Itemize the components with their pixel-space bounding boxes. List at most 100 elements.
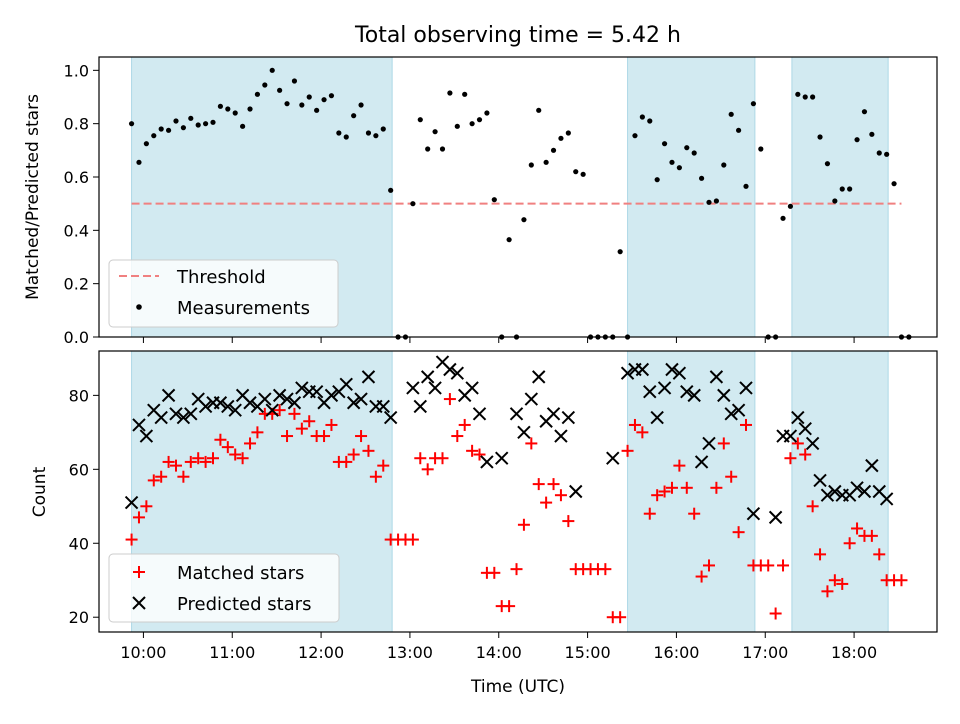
predicted-star-point (124, 495, 139, 510)
measurement-point (484, 110, 490, 116)
predicted-star-point (161, 388, 176, 403)
measurement-point (203, 121, 209, 127)
measurement-point (277, 87, 283, 93)
predicted-star-point (798, 421, 812, 436)
measurement-point (365, 130, 372, 136)
matched-star-point (303, 415, 316, 428)
measurement-point (536, 107, 542, 113)
measurement-point (180, 125, 186, 131)
top-y-tick-label: 1.0 (64, 61, 89, 80)
matched-star-point (769, 607, 782, 620)
predicted-star-point (184, 407, 198, 421)
measurement-point (351, 113, 357, 119)
predicted-star-point (709, 370, 724, 384)
measurement-point (528, 162, 534, 168)
measurement-point (713, 198, 719, 204)
measurement-point (217, 103, 224, 109)
predicted-star-point (561, 410, 576, 425)
matched-star-point (355, 430, 368, 443)
predicted-star-point (828, 484, 842, 499)
bottom-x-tick-label: 17:00 (742, 643, 788, 662)
matched-star-point (688, 507, 701, 520)
predicted-star-point (132, 418, 146, 432)
predicted-star-point (243, 396, 257, 410)
predicted-star-point (805, 436, 820, 451)
measurement-point (506, 237, 512, 243)
matched-star-point (510, 563, 523, 576)
measurement-point (647, 118, 653, 124)
predicted-star-point (783, 429, 798, 443)
matched-star-point (658, 485, 671, 498)
predicted-star-point (657, 381, 672, 395)
matched-star-point (177, 470, 190, 483)
matched-star-point (251, 426, 264, 439)
top-y-tick-label: 0.0 (64, 328, 89, 347)
predicted-star-point (406, 381, 420, 395)
matched-star-point (836, 577, 849, 590)
measurement-point (143, 141, 149, 147)
matched-star-point (643, 507, 656, 520)
top-y-tick-label: 0.4 (64, 221, 89, 240)
predicted-star-point (635, 362, 650, 377)
matched-star-point (525, 437, 538, 450)
measurement-point (580, 171, 586, 177)
measurement-point (462, 91, 468, 97)
matched-star-point (140, 500, 153, 513)
measurement-point (684, 145, 690, 151)
matched-star-point (207, 452, 220, 465)
bottom-x-tick-label: 10:00 (120, 643, 166, 662)
predicted-star-point (480, 455, 494, 469)
measurement-point (691, 150, 697, 156)
measurement-point (247, 106, 253, 112)
bottom-x-tick-label: 15:00 (565, 643, 611, 662)
matched-star-point (281, 430, 294, 443)
matched-star-point (169, 459, 182, 472)
predicted-star-point (280, 392, 294, 406)
predicted-star-point (606, 451, 620, 465)
measurement-point (425, 146, 431, 152)
matched-star-point (199, 455, 212, 468)
shaded-interval (627, 56, 756, 338)
matched-star-point (125, 533, 138, 546)
top-legend: Threshold Measurements (108, 259, 339, 328)
measurement-point (743, 183, 749, 189)
matched-star-point (214, 433, 227, 446)
measurement-point (195, 122, 201, 128)
matched-star-point (229, 448, 242, 461)
predicted-star-point (746, 506, 761, 521)
matched-star-point (851, 522, 864, 535)
measurement-point (891, 181, 897, 187)
measurement-point (358, 102, 364, 108)
predicted-star-point (554, 429, 568, 443)
chart-title: Total observing time = 5.42 h (354, 23, 681, 48)
bottom-x-tick-label: 14:00 (476, 643, 522, 662)
predicted-star-point (569, 484, 583, 499)
matched-star-point (695, 570, 708, 583)
matched-star-point (288, 407, 301, 420)
predicted-star-point (228, 403, 242, 417)
matched-star-point (532, 478, 545, 491)
predicted-star-point (428, 381, 442, 395)
predicted-star-point (258, 392, 272, 406)
matched-star-point (406, 533, 419, 546)
matched-star-point (680, 481, 693, 494)
matched-star-point (244, 437, 257, 450)
measurement-point (417, 117, 423, 123)
matched-star-point (421, 463, 434, 476)
predicted-star-point (154, 410, 168, 425)
matched-star-point (799, 448, 812, 461)
matched-star-point (554, 489, 567, 502)
measurement-point (810, 94, 816, 100)
matched-star-point (725, 470, 738, 483)
measurement-point (284, 101, 290, 107)
measurements-legend-label: Measurements (177, 298, 310, 319)
matched-star-point (443, 393, 456, 406)
predicted-star-point (472, 407, 487, 421)
measurement-point (854, 137, 860, 143)
matched-star-point (814, 548, 827, 561)
predicted-star-point (346, 396, 361, 410)
matched-star-point (732, 526, 745, 539)
measurement-point (432, 129, 438, 135)
matched-star-point (162, 455, 175, 468)
predicted-star-point (465, 381, 479, 395)
